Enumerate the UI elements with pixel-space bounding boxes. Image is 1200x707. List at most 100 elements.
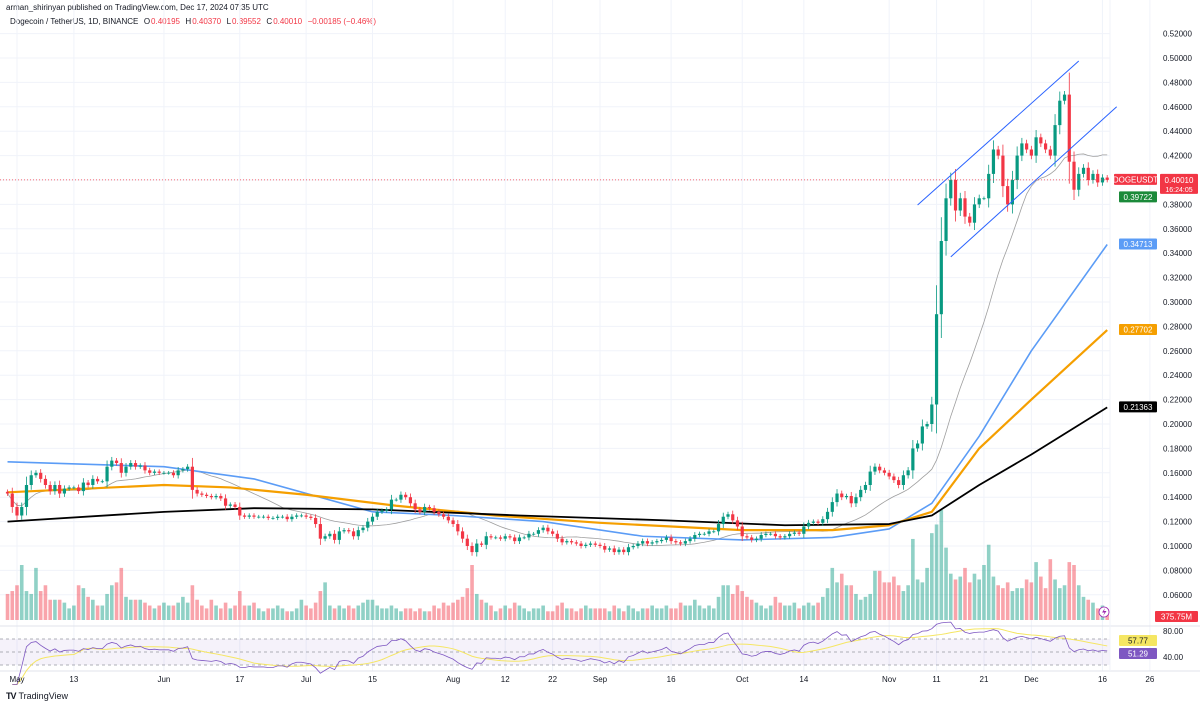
candle: [332, 530, 337, 544]
candle: [1086, 162, 1090, 186]
candle: [878, 463, 882, 474]
close-value: 0.40010: [273, 17, 303, 26]
volume-bar: [342, 608, 346, 620]
candle: [1077, 167, 1081, 197]
parallel-channel[interactable]: [917, 60, 1118, 258]
volume-bar: [617, 608, 621, 620]
candle-body: [911, 448, 915, 471]
price-axis-label: 0.52000: [1163, 30, 1192, 39]
volume-bar: [503, 605, 508, 620]
candle-body: [186, 466, 190, 470]
volume-bar: [195, 599, 199, 620]
volume-bar: [868, 593, 872, 620]
candle: [579, 540, 583, 549]
volume-bar: [479, 599, 484, 620]
volume-bar: [451, 602, 455, 620]
volume-bar: [1086, 599, 1091, 620]
lightning-icon[interactable]: [1098, 606, 1110, 618]
candle: [1067, 72, 1071, 184]
candle: [1034, 129, 1038, 163]
candle: [840, 490, 844, 501]
candle-body: [1091, 173, 1095, 180]
volume-bar: [493, 611, 498, 620]
candle-body: [1062, 94, 1067, 101]
candle-body: [873, 466, 877, 472]
candle-body: [29, 475, 33, 485]
volume-bar: [347, 605, 351, 620]
candle: [949, 172, 953, 206]
candle-body: [579, 543, 583, 546]
candle: [5, 489, 10, 496]
candle: [712, 529, 716, 534]
volume-bar: [730, 593, 735, 620]
candle: [223, 494, 228, 510]
volume-bar: [598, 608, 602, 620]
candle: [62, 485, 66, 497]
candle: [764, 531, 768, 538]
time-axis-label: 11: [932, 675, 941, 684]
candle-body: [944, 198, 948, 241]
candle-body: [432, 508, 436, 512]
candle-body: [764, 533, 768, 536]
candle-body: [825, 511, 830, 520]
candle-body: [470, 546, 474, 553]
candle: [854, 493, 858, 507]
candle: [735, 516, 740, 531]
volume-bar: [588, 608, 593, 620]
candle-body: [664, 537, 668, 540]
candle-body: [1001, 155, 1005, 187]
candle: [72, 485, 76, 490]
candle-body: [958, 198, 962, 211]
tradingview-logo[interactable]: TV TradingView: [6, 691, 68, 701]
moving-averages: [7, 153, 1108, 546]
candle-body: [24, 485, 29, 507]
candle: [844, 493, 849, 500]
rsi-line: [12, 621, 1108, 685]
volume-bar: [1062, 585, 1067, 620]
volume-bar: [721, 585, 726, 620]
candle-body: [991, 149, 996, 174]
volume-bar: [43, 585, 48, 620]
volume-bar: [304, 605, 308, 620]
volume-bar: [531, 608, 536, 620]
volume-bar: [754, 602, 759, 620]
volume-bars: [5, 510, 1109, 620]
candle: [806, 519, 811, 530]
candle: [328, 531, 332, 539]
candle-body: [679, 542, 683, 544]
candle-body: [996, 149, 1000, 156]
candle: [304, 513, 308, 519]
candle: [830, 497, 834, 517]
volume-bar: [309, 608, 313, 620]
candle: [100, 479, 104, 484]
last-price-tag-background: [1160, 173, 1198, 194]
candle-body: [81, 482, 85, 492]
volume-bar: [697, 605, 702, 620]
volume-bar: [536, 608, 541, 620]
volume-bar: [24, 591, 29, 620]
candle-body: [849, 495, 853, 504]
volume-bar: [688, 605, 692, 620]
candle-body: [683, 541, 687, 544]
volume-bar: [5, 593, 10, 620]
candle-body: [494, 537, 498, 539]
candle: [541, 525, 545, 533]
candle-body: [399, 494, 403, 500]
candle-body: [290, 516, 294, 520]
rsi-axis-label: 40.00: [1163, 653, 1184, 662]
candle-body: [460, 531, 465, 539]
price-axis[interactable]: 0.52000 0.50000 0.48000 0.46000 0.44000 0.420…: [1163, 30, 1192, 662]
tradingview-logo-icon: TV: [6, 691, 16, 701]
symbol-tag: DOGEUSDT: [1113, 175, 1158, 184]
time-axis[interactable]: May 13 Jun 17 Jul 15 Aug 12 22 Sep 16 Oct 14 Nov 11 21 D…: [9, 675, 1154, 684]
candle: [731, 510, 735, 525]
candle: [475, 539, 479, 557]
candle-body: [982, 198, 986, 200]
publisher-line: arman_shirinyan published on TradingView…: [6, 3, 269, 12]
candle: [977, 194, 981, 209]
volume-bar: [806, 602, 811, 620]
volume-bar: [233, 605, 237, 620]
volume-bar: [124, 596, 128, 620]
candle: [351, 528, 356, 540]
